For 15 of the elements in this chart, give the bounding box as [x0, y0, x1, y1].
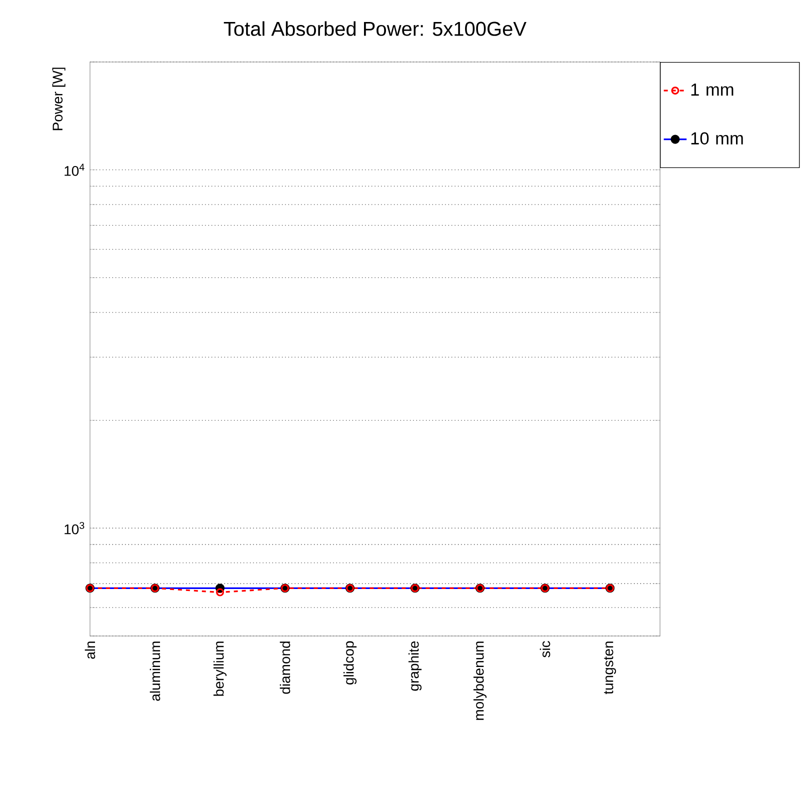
y-tick-label: 10$^{4}$: [64, 164, 84, 176]
legend-label: 1 mm: [691, 84, 734, 96]
x-tick-label: aln: [84, 642, 96, 659]
x-tick-label: graphite: [408, 641, 422, 691]
x-tick-label: tungsten: [604, 642, 616, 694]
y-tick-label: 10$^{3}$: [64, 522, 84, 534]
y-axis-title: Power [W]: [52, 68, 66, 130]
x-tick-label: aluminum: [150, 642, 160, 701]
x-tick-label: molybdenum: [473, 642, 487, 720]
x-tick-label: sic: [540, 641, 550, 658]
x-tick-label: diamond: [280, 642, 290, 694]
legend-label: 10 mm: [691, 132, 743, 144]
x-tick-label: beryllium: [213, 642, 227, 696]
chart-title: Total Absorbed Power: 5x100GeV: [224, 21, 526, 36]
x-tick-label: glidcop: [343, 641, 357, 684]
